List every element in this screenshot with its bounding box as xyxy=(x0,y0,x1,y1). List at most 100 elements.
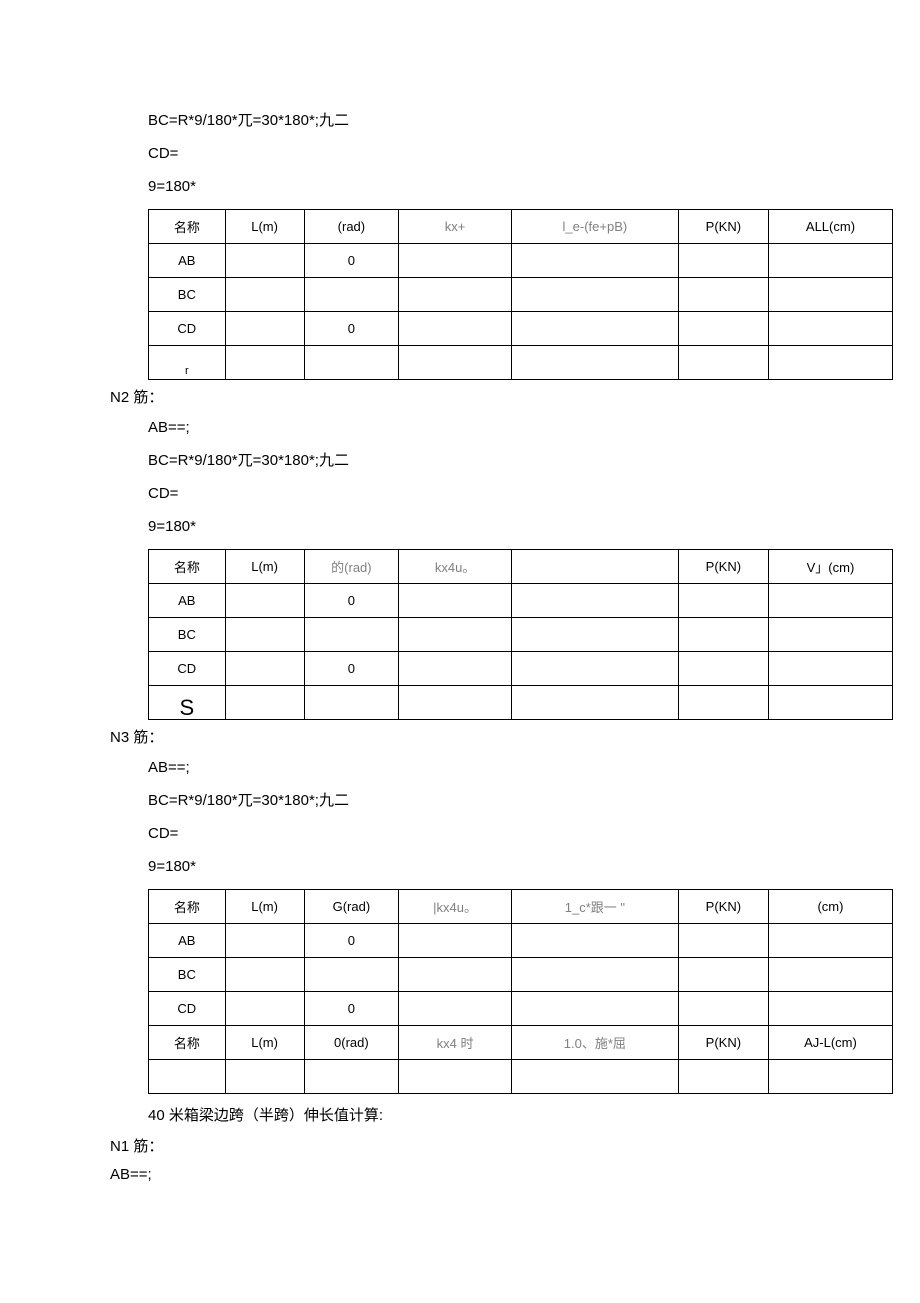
footer-line-1: 40 米箱梁边跨（半跨）伸长值计算: xyxy=(148,1104,860,1125)
header-cell: kx+ xyxy=(399,210,512,244)
table-row: CD 0 xyxy=(149,992,893,1026)
formula-block-1: BC=R*9/180*兀=30*180*;九二 CD= 9=180* xyxy=(60,110,860,197)
cell xyxy=(678,584,768,618)
header-cell: |kx4u。 xyxy=(399,890,512,924)
formula-line: AB==; xyxy=(148,417,860,438)
header-cell: L(m) xyxy=(225,550,304,584)
header-cell: (cm) xyxy=(768,890,892,924)
cell xyxy=(511,958,678,992)
table-row: r xyxy=(149,346,893,380)
cell xyxy=(225,346,304,380)
formula-block-3: AB==; BC=R*9/180*兀=30*180*;九二 CD= 9=180* xyxy=(60,757,860,877)
cell xyxy=(511,584,678,618)
table-section-3: 名称 L(m) G(rad) |kx4u。 1_c*跟一 " P(KN) (cm… xyxy=(148,889,893,1094)
cell: CD xyxy=(149,992,226,1026)
cell xyxy=(399,618,512,652)
cell xyxy=(225,958,304,992)
cell xyxy=(304,618,399,652)
cell xyxy=(225,1060,304,1094)
table-row: BC xyxy=(149,278,893,312)
cell xyxy=(678,992,768,1026)
table-row: AB 0 xyxy=(149,584,893,618)
table-row: BC xyxy=(149,618,893,652)
cell xyxy=(768,618,892,652)
cell xyxy=(399,346,512,380)
table-header-row: 名称 L(m) 的(rad) kx4u。 P(KN) V」(cm) xyxy=(149,550,893,584)
cell xyxy=(678,618,768,652)
cell xyxy=(511,652,678,686)
formula-line: 9=180* xyxy=(148,176,860,197)
cell xyxy=(399,958,512,992)
cell: S xyxy=(149,686,226,720)
cell: 0 xyxy=(304,244,399,278)
cell xyxy=(678,924,768,958)
cell xyxy=(768,278,892,312)
cell xyxy=(225,618,304,652)
header-cell: L(m) xyxy=(225,890,304,924)
cell xyxy=(225,278,304,312)
table-row: CD 0 xyxy=(149,312,893,346)
cell: AB xyxy=(149,244,226,278)
cell xyxy=(399,584,512,618)
formula-line: AB==; xyxy=(148,757,860,778)
cell xyxy=(768,1060,892,1094)
cell xyxy=(399,1060,512,1094)
header-cell: (rad) xyxy=(304,210,399,244)
cell xyxy=(768,244,892,278)
header-cell: L(m) xyxy=(225,1026,304,1060)
cell: BC xyxy=(149,958,226,992)
table-section-2: 名称 L(m) 的(rad) kx4u。 P(KN) V」(cm) AB 0 B… xyxy=(148,549,893,720)
cell xyxy=(149,1060,226,1094)
cell xyxy=(399,992,512,1026)
table-row: BC xyxy=(149,958,893,992)
section-label-n3: N3 筋： xyxy=(110,726,860,747)
formula-line: CD= xyxy=(148,483,860,504)
table-row: CD 0 xyxy=(149,652,893,686)
header-cell xyxy=(511,550,678,584)
header-cell: AJ-L(cm) xyxy=(768,1026,892,1060)
cell xyxy=(768,686,892,720)
cell xyxy=(678,686,768,720)
cell xyxy=(511,312,678,346)
cell xyxy=(678,312,768,346)
cell: CD xyxy=(149,312,226,346)
cell xyxy=(511,924,678,958)
cell xyxy=(678,346,768,380)
cell xyxy=(768,652,892,686)
cell xyxy=(399,244,512,278)
cell xyxy=(399,686,512,720)
formula-line: BC=R*9/180*兀=30*180*;九二 xyxy=(148,790,860,811)
cell xyxy=(304,346,399,380)
cell xyxy=(768,924,892,958)
cell xyxy=(768,958,892,992)
cell xyxy=(511,618,678,652)
cell xyxy=(225,244,304,278)
header-cell: P(KN) xyxy=(678,890,768,924)
table-row: S xyxy=(149,686,893,720)
header-cell: 名称 xyxy=(149,550,226,584)
formula-block-2: AB==; BC=R*9/180*兀=30*180*;九二 CD= 9=180* xyxy=(60,417,860,537)
cell xyxy=(768,584,892,618)
header-cell: P(KN) xyxy=(678,550,768,584)
formula-line: BC=R*9/180*兀=30*180*;九二 xyxy=(148,450,860,471)
cell xyxy=(768,346,892,380)
formula-line: 9=180* xyxy=(148,516,860,537)
cell xyxy=(678,1060,768,1094)
cell xyxy=(511,346,678,380)
cell xyxy=(511,244,678,278)
cell xyxy=(225,992,304,1026)
cell: 0 xyxy=(304,584,399,618)
cell xyxy=(511,278,678,312)
cell xyxy=(399,924,512,958)
cell xyxy=(399,652,512,686)
formula-line: 9=180* xyxy=(148,856,860,877)
table-header-row: 名称 L(m) (rad) kx+ l_e-(fe+pB) P(KN) ALL(… xyxy=(149,210,893,244)
cell xyxy=(304,958,399,992)
header-cell: l_e-(fe+pB) xyxy=(511,210,678,244)
header-cell: P(KN) xyxy=(678,1026,768,1060)
cell: BC xyxy=(149,278,226,312)
formula-line: BC=R*9/180*兀=30*180*;九二 xyxy=(148,110,860,131)
header-cell: L(m) xyxy=(225,210,304,244)
table-header-row: 名称 L(m) G(rad) |kx4u。 1_c*跟一 " P(KN) (cm… xyxy=(149,890,893,924)
cell: AB xyxy=(149,584,226,618)
